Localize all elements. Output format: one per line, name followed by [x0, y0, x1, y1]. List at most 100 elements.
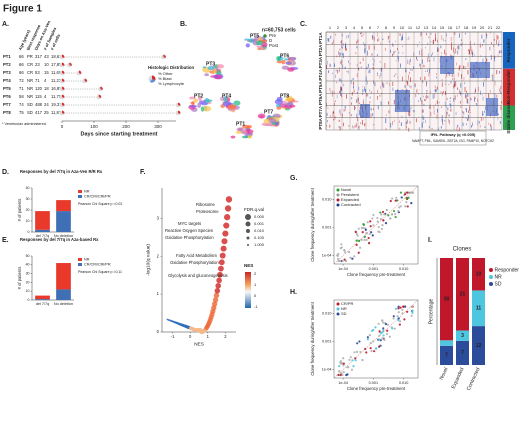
umap-cells [246, 124, 252, 129]
scatter-decoration [339, 372, 343, 375]
umap-cells [256, 45, 263, 49]
scatter-decoration [358, 246, 362, 249]
heatmap-cell [424, 119, 426, 124]
sample-pie-slice [163, 54, 166, 58]
volcano-decoration [216, 277, 222, 284]
heatmap-cell [447, 118, 449, 123]
panel-title: Responses by del 7/7q in Aza-based Rx [20, 237, 99, 242]
legend-label: 0.001 [254, 221, 265, 226]
heatmap-cell [419, 50, 421, 55]
scatter-decoration [394, 215, 397, 219]
table-cell: 488 [35, 102, 43, 107]
bar-segment [440, 340, 453, 346]
umap-cells [275, 103, 282, 108]
scatter-decoration [387, 214, 390, 217]
scatter-decoration [381, 319, 384, 322]
heatmap-cell [444, 76, 446, 78]
heatmap-cell [356, 99, 357, 103]
y-tick-label: 10 [26, 219, 30, 223]
scatter-decoration [403, 318, 406, 321]
heatmap-cell [479, 121, 480, 124]
heatmap-cell [462, 116, 464, 118]
scatter-decoration [399, 205, 402, 208]
heatmap-cell [373, 80, 375, 84]
heatmap-cell [343, 122, 344, 127]
heatmap-cell [388, 110, 390, 114]
heatmap-cell [326, 125, 328, 127]
scatter-decoration [367, 242, 371, 245]
scatter-decoration [340, 246, 343, 249]
heatmap-cell [329, 87, 331, 91]
heatmap-cell [376, 74, 378, 77]
scatter-decoration [408, 191, 411, 194]
heatmap-cell [465, 32, 466, 35]
heatmap-cell [427, 57, 429, 62]
heatmap-cell [372, 63, 374, 66]
heatmap-cell [453, 81, 455, 85]
scatter-decoration [379, 218, 383, 221]
heatmap-cell [433, 57, 435, 62]
sample-pie-slice [69, 62, 72, 66]
heatmap-cell [444, 40, 446, 42]
heatmap-cell [409, 85, 411, 88]
heatmap-cell [379, 68, 381, 70]
table-cell: 120 [35, 86, 43, 91]
heatmap-cell [397, 55, 399, 60]
heatmap-cell [422, 109, 424, 113]
heatmap-cell [466, 98, 468, 103]
y-tick-label: 0 [28, 230, 30, 234]
x-tick-label: 200 [122, 124, 130, 129]
heatmap-cell [423, 95, 424, 98]
heatmap-cell [341, 33, 343, 37]
legend-label: Persistent [341, 192, 360, 197]
heatmap-cell [482, 58, 484, 63]
scatter-decoration [351, 257, 354, 260]
heatmap-cell [449, 97, 451, 100]
table-cell: 72 [19, 78, 24, 83]
scatter-decoration [378, 330, 381, 333]
heatmap-cell [493, 39, 495, 41]
umap-cells [222, 96, 228, 102]
heatmap-cell [427, 95, 429, 99]
heatmap-cell [459, 65, 460, 70]
x-tick-label: 1e-04 [338, 267, 348, 271]
heatmap-cell [327, 38, 329, 42]
scatter-decoration [357, 227, 360, 230]
heatmap-cell [340, 86, 342, 92]
heatmap-cell [500, 106, 502, 110]
legend-pie-slice [152, 75, 156, 81]
row-label: PT4A [318, 68, 323, 80]
scatter-decoration [385, 208, 388, 212]
heatmap-cell [480, 42, 481, 44]
heatmap-cell [470, 97, 471, 101]
scatter-decoration [356, 234, 359, 237]
heatmap-cell [431, 52, 433, 56]
scatter-decoration [378, 338, 381, 341]
heatmap-cell [368, 90, 370, 92]
heatmap-cell [445, 33, 447, 37]
umap-cells [204, 98, 210, 104]
scatter-decoration [337, 373, 340, 377]
heatmap-cell [405, 68, 407, 73]
heatmap-cell [359, 109, 361, 115]
x-tick-label: del 7/7q [36, 234, 50, 238]
heatmap-cell [453, 47, 454, 53]
heatmap-cell [409, 60, 411, 65]
volcano-decoration [214, 288, 221, 294]
x-tick-label: No deletion [54, 234, 73, 238]
heatmap-cell [481, 34, 483, 39]
heatmap-cell [400, 122, 402, 127]
heatmap-cell [482, 113, 484, 116]
legend-swatch [78, 190, 82, 193]
heatmap-cell [423, 121, 424, 123]
x-tick-label: Expanded [451, 367, 466, 390]
heatmap-cell [460, 39, 462, 41]
heatmap-cell [499, 90, 501, 95]
heatmap-cell [336, 94, 338, 99]
heatmap-cell [426, 69, 428, 72]
heatmap-cell [491, 75, 493, 77]
heatmap-cell [377, 105, 379, 110]
heatmap-cell [436, 86, 438, 90]
x-tick-label: 0.001 [369, 381, 379, 385]
heatmap-cell [500, 50, 502, 54]
